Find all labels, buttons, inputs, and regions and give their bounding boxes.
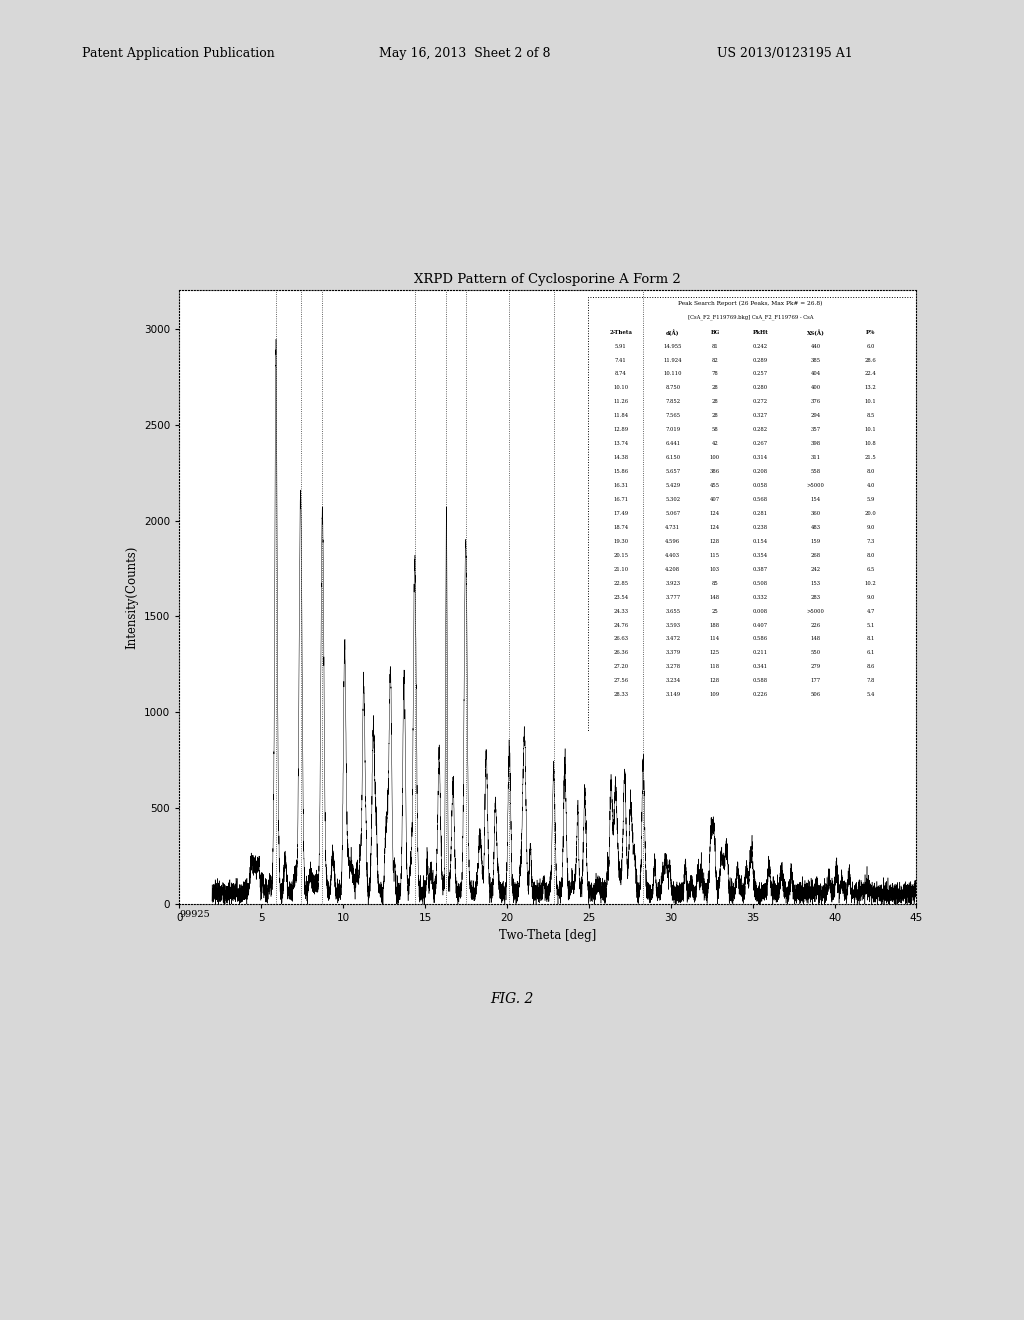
Text: May 16, 2013  Sheet 2 of 8: May 16, 2013 Sheet 2 of 8 bbox=[379, 46, 550, 59]
Text: 99925: 99925 bbox=[179, 911, 210, 920]
Y-axis label: Intensity(Counts): Intensity(Counts) bbox=[125, 545, 138, 649]
Title: XRPD Pattern of Cyclosporine A Form 2: XRPD Pattern of Cyclosporine A Form 2 bbox=[415, 273, 681, 286]
X-axis label: Two-Theta [deg]: Two-Theta [deg] bbox=[500, 929, 596, 941]
Text: FIG. 2: FIG. 2 bbox=[490, 993, 534, 1006]
Text: Patent Application Publication: Patent Application Publication bbox=[82, 46, 274, 59]
Text: US 2013/0123195 A1: US 2013/0123195 A1 bbox=[717, 46, 853, 59]
